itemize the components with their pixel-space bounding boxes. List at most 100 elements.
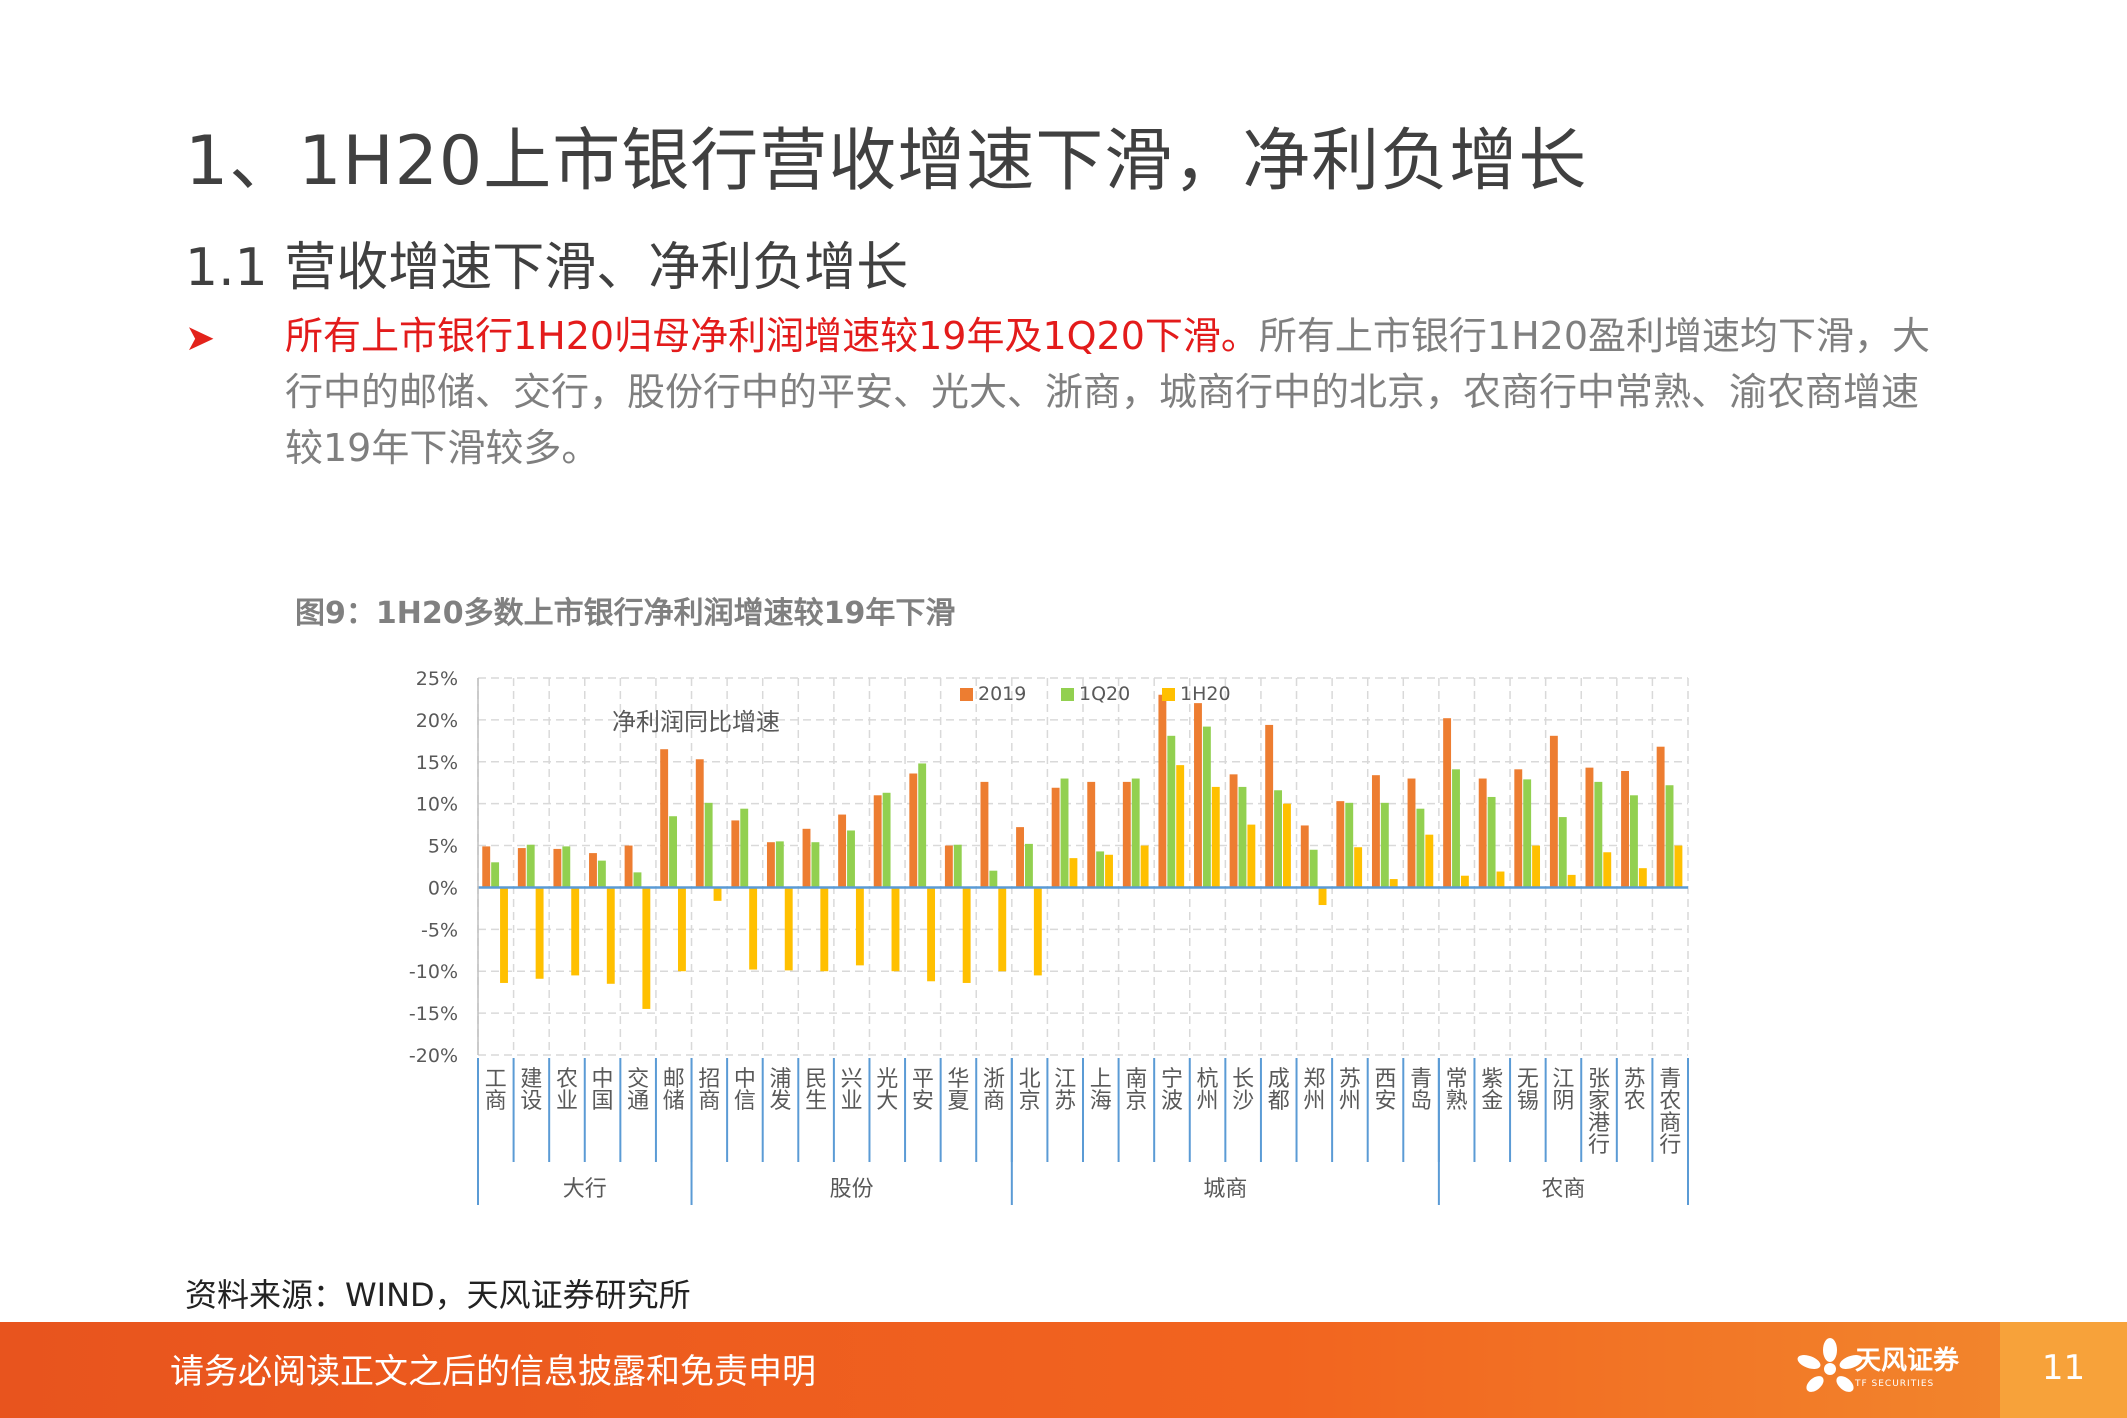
bar-2019 — [1194, 703, 1202, 888]
bar-2019 — [1229, 774, 1238, 888]
section-subtitle: 1.1 营收增速下滑、净利负增长 — [185, 238, 909, 298]
bar-2019 — [1407, 778, 1416, 888]
page-title: 1、1H20上市银行营收增速下滑，净利负增长 — [185, 122, 1588, 201]
bar-1h20 — [1283, 803, 1291, 888]
x-tick-label: 浦发 — [769, 1067, 791, 1114]
bar-2019 — [1585, 767, 1594, 888]
bar-2019 — [1300, 825, 1309, 888]
y-tick-label: -10% — [409, 961, 458, 983]
y-tick-label: 0% — [428, 877, 458, 899]
bar-1q20 — [1024, 843, 1033, 888]
bar-1h20 — [1425, 834, 1434, 888]
bar-2019 — [1478, 778, 1487, 888]
bar-1q20 — [847, 830, 855, 888]
bar-1h20 — [855, 887, 864, 966]
bar-1q20 — [1629, 795, 1638, 888]
x-tick-label: 建设 — [520, 1067, 542, 1114]
bar-1h20 — [1318, 887, 1327, 906]
bar-1q20 — [1131, 778, 1140, 888]
x-tick-label: 青农商行 — [1659, 1067, 1681, 1158]
x-tick-label: 杭州 — [1197, 1067, 1219, 1114]
bar-2019 — [1514, 769, 1523, 888]
bar-1q20 — [562, 846, 571, 888]
y-tick-label: 5% — [428, 836, 458, 858]
bar-1q20 — [1167, 735, 1176, 888]
x-tick-label: 苏州 — [1339, 1067, 1361, 1114]
bar-1q20 — [1558, 817, 1567, 888]
bullet-arrow-icon: ➤ — [185, 318, 216, 359]
bar-1h20 — [642, 887, 651, 1009]
bar-2019 — [1549, 735, 1558, 888]
bar-1q20 — [775, 841, 784, 888]
bar-1q20 — [1452, 769, 1460, 888]
bar-1q20 — [1416, 808, 1425, 888]
y-tick-label: 25% — [416, 668, 458, 690]
footer-brand: 天风证券 TF SECURITIES — [1855, 1340, 1959, 1389]
bar-1h20 — [749, 887, 758, 970]
y-tick-label: 10% — [416, 794, 458, 816]
x-tick-label: 西安 — [1374, 1067, 1396, 1114]
page-number: 11 — [2041, 1348, 2086, 1388]
y-tick-label: 20% — [416, 710, 458, 732]
brand-logo-icon — [1797, 1338, 1863, 1392]
bar-2019 — [1265, 724, 1274, 888]
bar-2019 — [802, 828, 811, 888]
group-label: 股份 — [830, 1177, 874, 1202]
bullet-highlight: 所有上市银行1H20归母净利润增速较19年及1Q20下滑。 — [285, 314, 1259, 358]
x-tick-label: 工商 — [485, 1067, 507, 1114]
bar-1q20 — [704, 802, 713, 888]
bar-2019 — [553, 848, 562, 888]
bar-1q20 — [1380, 802, 1389, 888]
bar-1q20 — [1665, 785, 1674, 888]
bar-1q20 — [811, 842, 820, 888]
bar-1h20 — [1105, 854, 1113, 888]
x-tick-label: 交通 — [627, 1067, 649, 1114]
bar-2019 — [909, 773, 918, 888]
bar-1q20 — [1487, 796, 1496, 888]
x-tick-label: 民生 — [805, 1067, 827, 1114]
legend-label: 1H20 — [1180, 683, 1231, 705]
bar-2019 — [1621, 770, 1629, 888]
legend-swatch — [1162, 688, 1175, 701]
bar-1q20 — [1060, 778, 1069, 888]
bar-1h20 — [1460, 875, 1469, 888]
bullet-paragraph: 所有上市银行1H20归母净利润增速较19年及1Q20下滑。所有上市银行1H20盈… — [285, 308, 1945, 476]
group-label: 大行 — [563, 1177, 607, 1202]
x-tick-label: 兴业 — [841, 1067, 863, 1114]
x-tick-label: 江阴 — [1552, 1067, 1574, 1114]
x-tick-label: 南京 — [1125, 1067, 1147, 1114]
x-tick-label: 农业 — [556, 1067, 578, 1114]
bar-1q20 — [1238, 786, 1247, 888]
x-tick-label: 邮储 — [663, 1067, 685, 1114]
x-tick-label: 郑州 — [1303, 1067, 1325, 1114]
bar-2019 — [1016, 827, 1024, 888]
bar-2019 — [1336, 801, 1345, 888]
bar-1h20 — [1033, 887, 1042, 976]
bar-2019 — [589, 853, 597, 888]
bar-1h20 — [1674, 845, 1683, 888]
bar-1h20 — [962, 887, 971, 983]
x-tick-label: 浙商 — [983, 1067, 1005, 1114]
bar-1h20 — [1532, 845, 1541, 888]
brand-name-en: TF SECURITIES — [1855, 1379, 1935, 1389]
source-note: 资料来源：WIND，天风证券研究所 — [185, 1276, 691, 1314]
x-tick-label: 青岛 — [1410, 1067, 1432, 1114]
bar-1h20 — [784, 887, 793, 971]
x-tick-label: 成都 — [1268, 1067, 1290, 1114]
x-tick-label: 中信 — [734, 1067, 756, 1114]
chart-annotation: 净利润同比增速 — [612, 708, 780, 736]
bar-1q20 — [1274, 790, 1283, 888]
x-tick-label: 平安 — [912, 1067, 934, 1114]
group-label: 城商 — [1203, 1177, 1247, 1202]
bar-1q20 — [633, 872, 642, 888]
bar-1q20 — [526, 844, 535, 888]
bar-1q20 — [918, 763, 927, 888]
legend-swatch — [960, 688, 973, 701]
bar-1h20 — [500, 887, 508, 983]
legend-label: 2019 — [978, 683, 1026, 705]
x-tick-label: 苏农 — [1624, 1067, 1646, 1114]
bar-1q20 — [740, 808, 749, 888]
bar-1q20 — [1202, 726, 1211, 888]
bar-2019 — [1158, 694, 1167, 888]
